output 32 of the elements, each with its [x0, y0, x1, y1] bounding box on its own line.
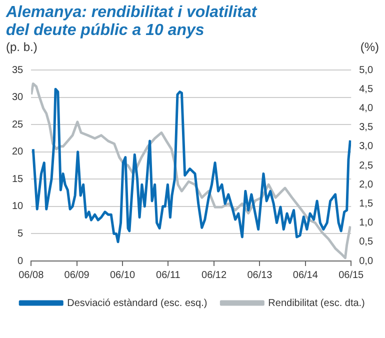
x-tick-label: 06/09: [64, 270, 90, 281]
y-tick-label: 35: [12, 64, 24, 76]
y2-tick-label: 4,5: [359, 84, 374, 95]
chart-title: Alemanya: rendibilitat i volatilitat del deute públic a 10 anys: [6, 4, 258, 40]
x-tick-label: 06/12: [202, 270, 227, 281]
y2-axis-title: (%): [360, 40, 379, 54]
x-tick-label: 06/15: [338, 270, 364, 281]
y-tick-label: 5: [18, 228, 24, 240]
y-tick-label: 10: [12, 201, 24, 212]
y2-tick-label: 3,0: [359, 141, 374, 152]
y-tick-label: 15: [12, 174, 24, 185]
x-tick-label: 06/10: [110, 270, 136, 281]
y2-tick-label: 3,5: [359, 122, 374, 134]
y2-tick-label: 2,0: [359, 179, 374, 190]
y2-tick-label: 2,5: [359, 160, 374, 172]
x-tick-label: 06/11: [156, 270, 181, 281]
y-tick-label: 25: [12, 119, 24, 130]
y2-tick-label: 5,0: [359, 64, 374, 76]
x-tick-label: 06/13: [247, 270, 273, 281]
y2-tick-label: 0,0: [359, 256, 374, 267]
x-tick-label: 06/08: [18, 270, 44, 281]
x-tick-label: 06/14: [292, 270, 318, 281]
y-tick-label: 20: [12, 146, 24, 158]
y2-tick-label: 1,0: [359, 218, 374, 229]
y-tick-label: 0: [18, 256, 24, 267]
legend-label: Rendibilitat (esc. dta.): [268, 298, 365, 309]
y2-tick-label: 0,5: [359, 236, 374, 248]
y-tick-label: 30: [12, 92, 24, 104]
y2-tick-label: 4,0: [359, 102, 374, 114]
y2-tick-label: 1,5: [359, 198, 374, 210]
y-axis-title: (p. b.): [6, 40, 38, 54]
legend-label: Desviació estàndard (esc. esq.): [67, 298, 208, 309]
